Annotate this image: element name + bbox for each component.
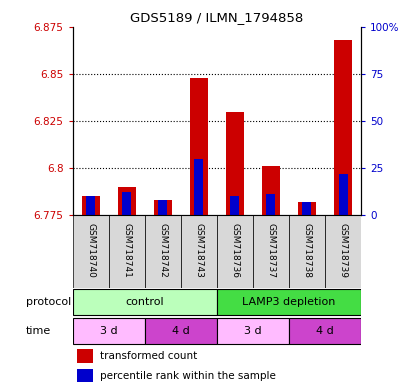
- Text: protocol: protocol: [26, 297, 71, 308]
- Text: GSM718742: GSM718742: [158, 223, 167, 277]
- Bar: [73, 318, 145, 344]
- Bar: [181, 215, 217, 288]
- Text: GSM718739: GSM718739: [339, 223, 347, 278]
- Bar: [217, 215, 253, 288]
- Title: GDS5189 / ILMN_1794858: GDS5189 / ILMN_1794858: [130, 11, 303, 24]
- Bar: [190, 78, 208, 215]
- Text: GSM718737: GSM718737: [266, 223, 276, 278]
- Bar: [253, 215, 289, 288]
- Text: 3 d: 3 d: [244, 326, 262, 336]
- Bar: [109, 215, 145, 288]
- Text: GSM718741: GSM718741: [122, 223, 131, 278]
- Text: GSM718743: GSM718743: [194, 223, 203, 278]
- Bar: [289, 215, 325, 288]
- Bar: [82, 196, 100, 215]
- Bar: [145, 318, 217, 344]
- Text: 3 d: 3 d: [100, 326, 117, 336]
- Bar: [158, 200, 167, 215]
- Bar: [226, 112, 244, 215]
- Bar: [194, 159, 203, 215]
- Text: time: time: [26, 326, 51, 336]
- Bar: [77, 349, 93, 363]
- Text: 4 d: 4 d: [316, 326, 334, 336]
- Bar: [266, 194, 276, 215]
- Bar: [230, 196, 239, 215]
- Bar: [118, 187, 136, 215]
- Bar: [262, 166, 280, 215]
- Text: transformed count: transformed count: [100, 351, 197, 361]
- Bar: [303, 202, 312, 215]
- Text: LAMP3 depletion: LAMP3 depletion: [242, 297, 336, 308]
- Text: percentile rank within the sample: percentile rank within the sample: [100, 371, 276, 381]
- Bar: [73, 215, 109, 288]
- Bar: [298, 202, 316, 215]
- Bar: [122, 192, 131, 215]
- Bar: [217, 290, 361, 315]
- Bar: [145, 215, 181, 288]
- Text: GSM718740: GSM718740: [86, 223, 95, 278]
- Text: control: control: [125, 297, 164, 308]
- Bar: [154, 200, 172, 215]
- Text: GSM718736: GSM718736: [230, 223, 239, 278]
- Bar: [217, 318, 289, 344]
- Text: 4 d: 4 d: [172, 326, 190, 336]
- Bar: [325, 215, 361, 288]
- Bar: [289, 318, 361, 344]
- Bar: [86, 196, 95, 215]
- Bar: [73, 290, 217, 315]
- Bar: [339, 174, 347, 215]
- Text: GSM718738: GSM718738: [303, 223, 312, 278]
- Bar: [334, 40, 352, 215]
- Bar: [77, 369, 93, 382]
